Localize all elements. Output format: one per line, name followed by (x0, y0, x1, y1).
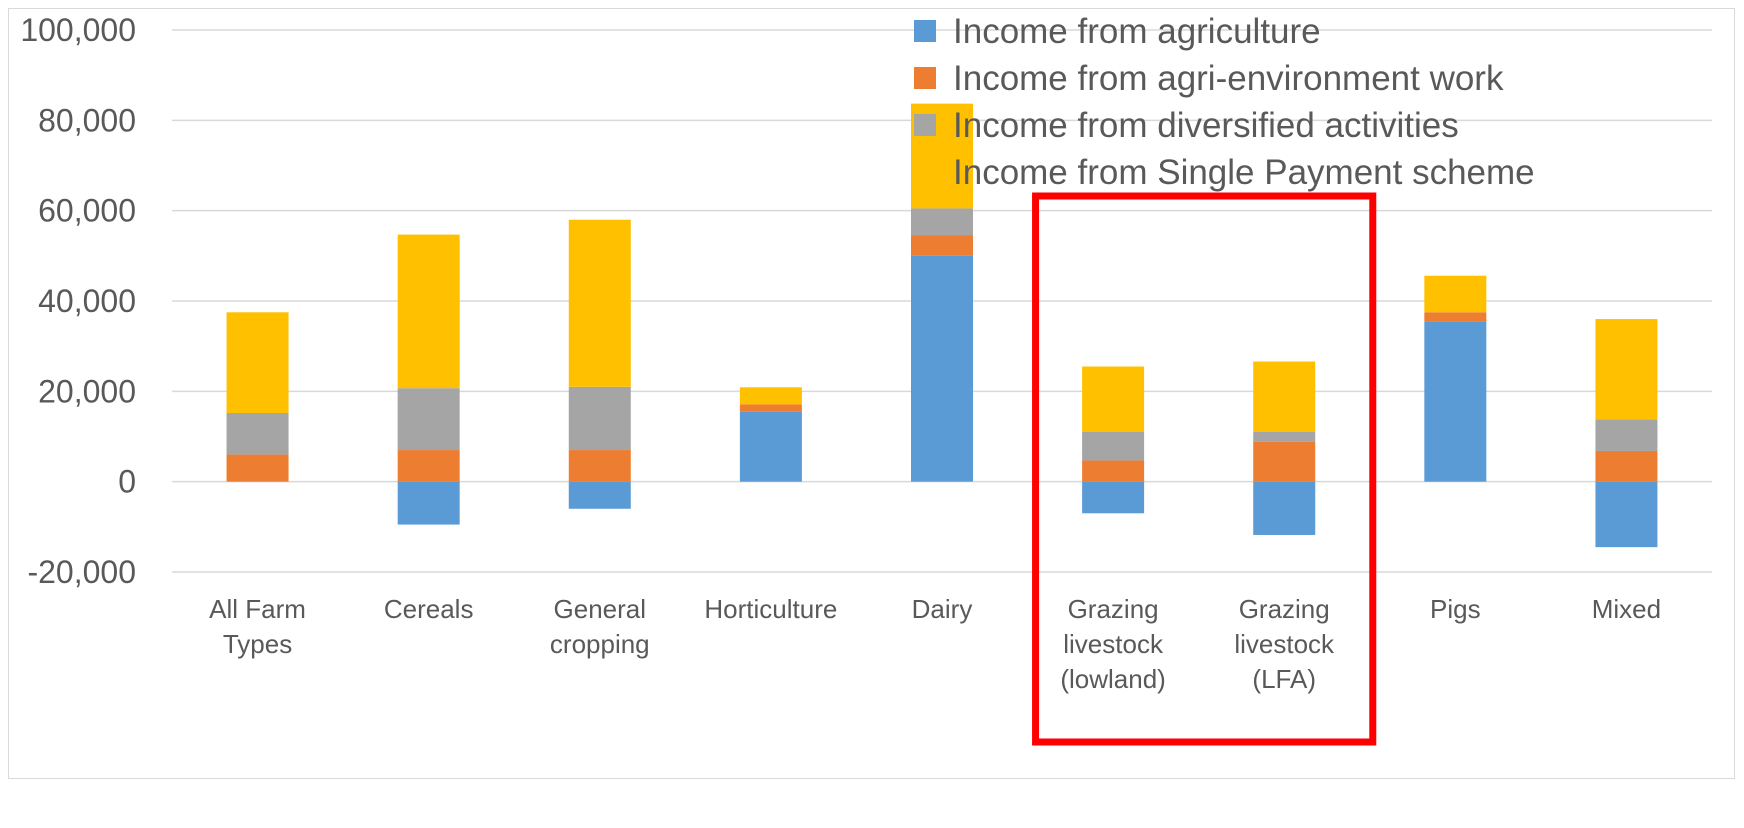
y-tick-label: 60,000 (38, 193, 136, 229)
bar-segment (739, 387, 802, 405)
x-category-label: General (554, 594, 647, 624)
bar-segment (1595, 481, 1658, 548)
legend-swatch (914, 20, 936, 42)
bar-segment (1595, 319, 1658, 420)
x-axis-category-labels: All Farm Types Cereals General cropping Horti… (209, 594, 1661, 694)
legend-label: Income from diversified activities (953, 106, 1459, 145)
bar-segment (568, 219, 631, 387)
bar-segment (397, 481, 460, 525)
bar-segment (1424, 275, 1487, 313)
x-category-label: Mixed (1592, 594, 1661, 624)
bar-segment (1424, 321, 1487, 482)
bar-segment (397, 450, 460, 482)
bar-segment (911, 255, 973, 482)
bar-segment (397, 234, 460, 389)
legend-swatch (914, 161, 936, 183)
bar-segment (226, 312, 289, 414)
bar-segment (1253, 361, 1316, 432)
bar-segment (226, 413, 289, 455)
legend-label: Income from agriculture (953, 12, 1321, 51)
bar-segment (739, 411, 802, 482)
bar-segment (911, 235, 973, 256)
bar-segment (1424, 312, 1487, 322)
highlight-rectangle (1032, 192, 1377, 746)
bar-segment (226, 454, 289, 482)
bars (226, 103, 1658, 548)
bar-segment (1082, 431, 1145, 461)
bar-segment (1082, 366, 1145, 432)
bar-segment (1595, 450, 1658, 482)
bar-segment (568, 450, 631, 482)
x-category-label: Grazing (1239, 594, 1330, 624)
legend-swatch (914, 114, 936, 136)
bar-segment (1082, 481, 1145, 514)
bar-segment (1082, 460, 1145, 482)
x-category-label: (LFA) (1252, 664, 1316, 694)
highlight-box (1032, 192, 1377, 746)
bar-segment (1253, 441, 1316, 482)
bar-segment (739, 404, 802, 412)
x-category-label: livestock (1063, 629, 1164, 659)
x-category-label: Types (223, 629, 292, 659)
legend-label: Income from Single Payment scheme (953, 153, 1535, 192)
y-tick-label: 40,000 (38, 283, 136, 319)
bar-segment (1253, 481, 1316, 535)
x-category-label: livestock (1234, 629, 1335, 659)
bar-segment (397, 388, 460, 451)
legend-swatch (914, 67, 936, 89)
bar-segment (1595, 419, 1658, 451)
x-category-label: Grazing (1068, 594, 1159, 624)
x-category-label: Dairy (912, 594, 973, 624)
y-tick-label: 100,000 (20, 12, 136, 48)
legend: Income from agriculture Income from agri-… (914, 12, 1535, 192)
y-tick-label: 80,000 (38, 102, 136, 138)
x-category-label: Horticulture (704, 594, 837, 624)
bar-segment (568, 386, 631, 451)
y-tick-label: -20,000 (27, 554, 136, 590)
bar-segment (911, 208, 973, 236)
x-category-label: Cereals (384, 594, 474, 624)
bar-segment (568, 481, 631, 509)
y-tick-label: 0 (118, 464, 136, 500)
x-category-label: All Farm (209, 594, 306, 624)
x-category-label: cropping (550, 629, 650, 659)
legend-label: Income from agri-environment work (953, 59, 1504, 98)
y-axis-tick-labels: -20,000 0 20,000 40,000 60,000 80,000 100,000 (20, 12, 136, 590)
y-tick-label: 20,000 (38, 373, 136, 409)
x-category-label: Pigs (1430, 594, 1481, 624)
x-category-label: (lowland) (1060, 664, 1166, 694)
bar-segment (1253, 431, 1316, 442)
